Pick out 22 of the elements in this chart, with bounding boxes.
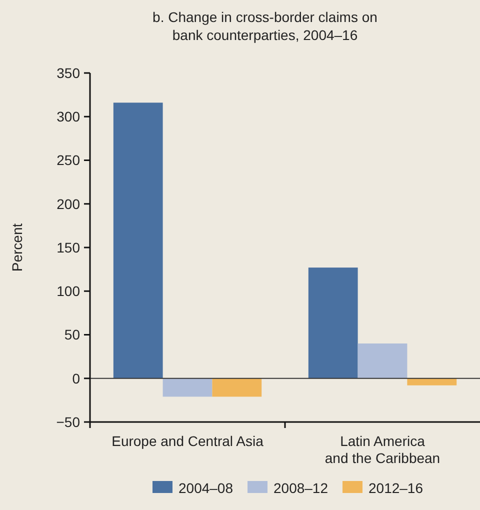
x-tick-label: Latin America and the Caribbean <box>324 433 440 466</box>
bar <box>212 378 262 397</box>
y-tick-label: 250 <box>56 152 80 168</box>
legend-label: 2004–08 <box>178 480 234 496</box>
bar <box>113 102 163 378</box>
y-tick-label: 350 <box>56 64 80 81</box>
y-tick-label: 200 <box>56 196 80 212</box>
bar <box>162 378 212 397</box>
legend-label: 2008–12 <box>274 480 328 496</box>
y-tick-label: 100 <box>56 283 80 300</box>
x-tick-label: Europe and Central Asia <box>112 433 264 449</box>
bar <box>407 378 457 386</box>
y-tick-label: 300 <box>56 108 80 125</box>
y-tick-label: 50 <box>64 326 80 343</box>
bar <box>358 343 408 378</box>
y-tick-label: 0 <box>72 370 80 386</box>
bar <box>308 268 358 378</box>
y-axis-title: Percent <box>9 223 25 272</box>
y-tick-label: −50 <box>56 414 80 430</box>
chart-title: b. Change in cross-border claims on bank counterparties, 2004–16 <box>152 9 378 43</box>
y-tick-label: 150 <box>56 239 80 256</box>
legend-label: 2012–16 <box>368 480 424 496</box>
